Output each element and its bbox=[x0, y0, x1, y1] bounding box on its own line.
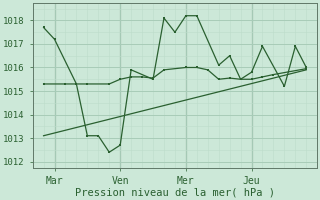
X-axis label: Pression niveau de la mer( hPa ): Pression niveau de la mer( hPa ) bbox=[75, 187, 275, 197]
